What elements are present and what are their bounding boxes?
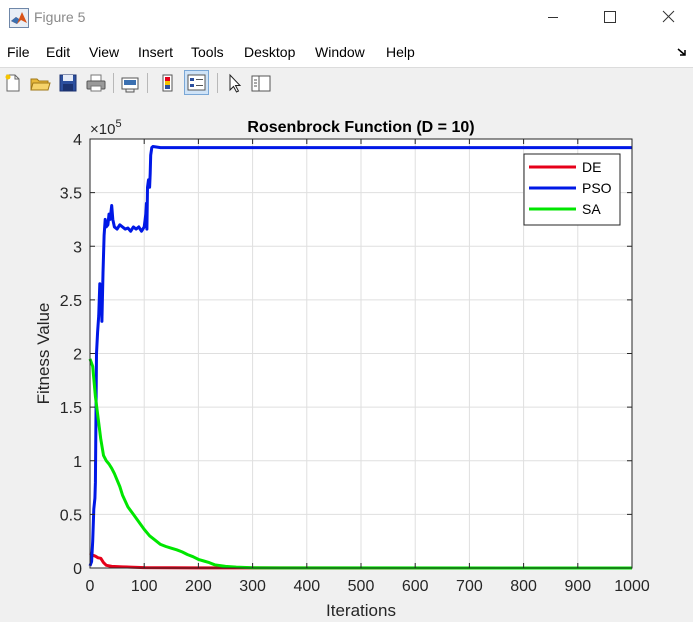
x-tick-label: 400 [293, 578, 320, 595]
save-icon[interactable] [57, 72, 79, 94]
toolbar-separator [113, 73, 114, 93]
y-tick-label: 1 [73, 454, 82, 471]
chart-title: Rosenbrock Function (D = 10) [247, 119, 474, 136]
x-tick-label: 1000 [614, 578, 650, 595]
toolbar-separator [147, 73, 148, 93]
minimize-button[interactable] [530, 0, 576, 36]
x-tick-label: 600 [402, 578, 429, 595]
legend-label: DE [582, 159, 601, 175]
y-tick-label: 2 [73, 347, 82, 364]
figure-toolbar [0, 67, 693, 99]
x-tick-label: 200 [185, 578, 212, 595]
menu-edit[interactable]: Edit [46, 44, 71, 60]
y-tick-label: 3 [73, 239, 82, 256]
series-line-pso [88, 145, 632, 567]
new-figure-icon[interactable] [2, 72, 24, 94]
print-icon[interactable] [85, 72, 107, 94]
matlab-logo-icon [9, 8, 29, 28]
series-line-sa [88, 358, 633, 570]
x-tick-label: 500 [348, 578, 375, 595]
maximize-button[interactable] [587, 0, 633, 36]
menu-file[interactable]: File [7, 44, 30, 60]
property-inspector-icon[interactable] [250, 72, 272, 94]
y-tick-label: 2.5 [60, 293, 82, 310]
edit-plot-pointer-icon[interactable] [224, 72, 246, 94]
insert-colorbar-icon[interactable] [157, 72, 179, 94]
window-title-bar: Figure 5 [0, 0, 693, 37]
x-tick-label: 800 [510, 578, 537, 595]
menu-insert[interactable]: Insert [138, 44, 174, 60]
legend-label: PSO [582, 180, 612, 196]
y-tick-label: 4 [73, 132, 82, 149]
x-tick-label: 700 [456, 578, 483, 595]
y-tick-label: 0.5 [60, 507, 82, 524]
x-tick-label: 0 [86, 578, 95, 595]
menu-bar: File Edit View Insert Tools Desktop Wind… [0, 37, 693, 67]
menu-view[interactable]: View [89, 44, 120, 60]
toolbar-separator [217, 73, 218, 93]
menu-desktop[interactable]: Desktop [244, 44, 296, 60]
insert-legend-icon[interactable] [184, 70, 209, 95]
x-tick-label: 100 [131, 578, 158, 595]
dock-arrow-icon[interactable] [676, 46, 688, 58]
legend-label: SA [582, 201, 601, 217]
open-file-icon[interactable] [29, 72, 51, 94]
link-plot-icon[interactable] [119, 72, 141, 94]
x-tick-label: 900 [564, 578, 591, 595]
menu-tools[interactable]: Tools [191, 44, 224, 60]
y-axis-label: Fitness Value [34, 303, 53, 405]
y-exponent-label: ×105 [90, 118, 122, 138]
y-tick-label: 1.5 [60, 400, 82, 417]
y-tick-label: 3.5 [60, 186, 82, 203]
close-button[interactable] [646, 0, 692, 36]
x-tick-label: 300 [239, 578, 266, 595]
window-title: Figure 5 [34, 9, 86, 25]
menu-help[interactable]: Help [386, 44, 415, 60]
menu-window[interactable]: Window [315, 44, 365, 60]
x-axis-label: Iterations [326, 601, 396, 620]
y-tick-label: 0 [73, 561, 82, 578]
